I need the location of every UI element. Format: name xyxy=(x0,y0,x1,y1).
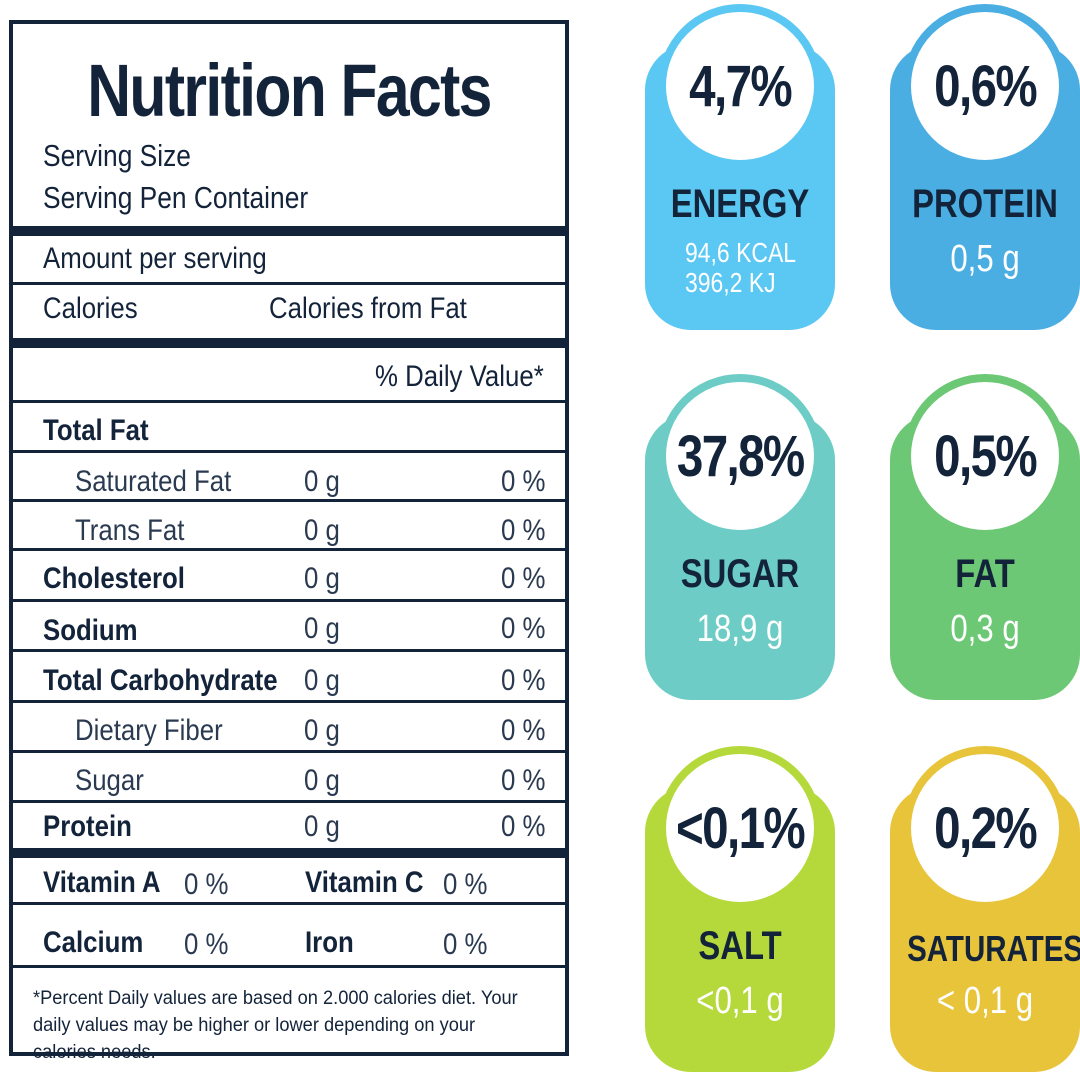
nutrient-amount: 0 g xyxy=(304,810,340,843)
rule xyxy=(13,649,565,652)
energy-card: 4,7% ENERGY 94,6 KCAL 396,2 KJ xyxy=(645,4,835,330)
label-title: Nutrition Facts xyxy=(87,49,492,132)
sugar-value: 18,9 g xyxy=(696,608,784,650)
nutrient-amount: 0 g xyxy=(304,664,340,697)
nutrient-dv: 0 % xyxy=(501,562,546,595)
nutrient-dv: 0 % xyxy=(501,514,546,547)
nutrient-name: Protein xyxy=(43,810,132,843)
energy-percent: 4,7% xyxy=(689,53,792,119)
nutrient-dv: 0 % xyxy=(501,612,546,645)
nutrition-facts-label: Nutrition Facts Serving Size Serving Pen… xyxy=(9,20,569,1063)
amount-per-serving: Amount per serving xyxy=(43,242,267,275)
nutrient-name: Cholesterol xyxy=(43,562,185,595)
nutrient-dv: 0 % xyxy=(501,465,546,498)
footnote: *Percent Daily values are based on 2.000… xyxy=(33,988,518,1063)
saturates-name: SATURATES xyxy=(907,928,1080,969)
rule xyxy=(13,599,565,602)
vitamin-a-value: 0 % xyxy=(184,868,229,901)
salt-name: SALT xyxy=(698,924,782,968)
protein-name: PROTEIN xyxy=(912,182,1058,226)
energy-kcal: 94,6 KCAL xyxy=(685,237,797,268)
rule xyxy=(13,750,565,753)
energy-name: ENERGY xyxy=(670,182,810,226)
nutrient-name: Saturated Fat xyxy=(75,465,232,498)
nutrient-dv: 0 % xyxy=(501,664,546,697)
salt-percent-circle: <0,1% xyxy=(658,746,822,910)
sugar-percent: 37,8% xyxy=(676,423,805,489)
protein-value: 0,5 g xyxy=(950,238,1020,280)
energy-kj: 396,2 KJ xyxy=(685,267,776,298)
nutrient-dv: 0 % xyxy=(501,714,546,747)
nutrient-amount: 0 g xyxy=(304,764,340,797)
saturates-card: 0,2% SATURATES < 0,1 g xyxy=(890,746,1080,1072)
fat-value: 0,3 g xyxy=(950,608,1020,650)
thick-rule xyxy=(13,848,565,858)
protein-percent: 0,6% xyxy=(934,53,1037,119)
calcium-value: 0 % xyxy=(184,928,229,961)
serving-size: Serving Size xyxy=(43,138,191,173)
nutrient-amount: 0 g xyxy=(304,612,340,645)
saturates-percent: 0,2% xyxy=(934,795,1037,861)
nutrient-dv: 0 % xyxy=(501,764,546,797)
rule xyxy=(13,400,565,403)
nutrient-amount: 0 g xyxy=(304,562,340,595)
fat-percent-circle: 0,5% xyxy=(903,374,1067,538)
saturates-value: < 0,1 g xyxy=(936,980,1034,1022)
rule xyxy=(13,282,565,285)
total-fat-label: Total Fat xyxy=(43,414,149,447)
calories-from-fat-label: Calories from Fat xyxy=(269,292,467,325)
sugar-name: SUGAR xyxy=(680,552,800,596)
daily-value-header: % Daily Value* xyxy=(375,360,544,393)
fat-percent: 0,5% xyxy=(934,423,1037,489)
rule xyxy=(13,548,565,551)
calcium-label: Calcium xyxy=(43,926,144,959)
vitamin-c-value: 0 % xyxy=(443,868,488,901)
nutrient-name: Dietary Fiber xyxy=(75,714,223,747)
nutrient-name: Trans Fat xyxy=(75,514,185,547)
energy-percent-circle: 4,7% xyxy=(658,4,822,168)
rule xyxy=(13,902,565,905)
rule xyxy=(13,700,565,703)
sugar-percent-circle: 37,8% xyxy=(658,374,822,538)
thick-rule xyxy=(13,226,565,236)
iron-label: Iron xyxy=(305,926,354,959)
nutrient-name: Sodium xyxy=(43,614,138,647)
iron-value: 0 % xyxy=(443,928,488,961)
nutrient-dv: 0 % xyxy=(501,810,546,843)
fat-name: FAT xyxy=(955,552,1015,596)
nutrient-amount: 0 g xyxy=(304,714,340,747)
thick-rule xyxy=(13,338,565,348)
vitamin-c-label: Vitamin C xyxy=(305,866,424,899)
fat-card: 0,5% FAT 0,3 g xyxy=(890,374,1080,700)
vitamin-a-label: Vitamin A xyxy=(43,866,161,899)
salt-card: <0,1% SALT <0,1 g xyxy=(645,746,835,1072)
saturates-percent-circle: 0,2% xyxy=(903,746,1067,910)
rule xyxy=(13,965,565,968)
rule xyxy=(13,450,565,453)
serving-per-container: Serving Pen Container xyxy=(43,180,309,215)
rule xyxy=(13,499,565,502)
nutrient-name: Sugar xyxy=(75,764,144,797)
protein-percent-circle: 0,6% xyxy=(903,4,1067,168)
salt-value: <0,1 g xyxy=(696,980,784,1022)
rule xyxy=(13,800,565,803)
calories-label: Calories xyxy=(43,292,138,325)
nutrient-amount: 0 g xyxy=(304,514,340,547)
protein-card: 0,6% PROTEIN 0,5 g xyxy=(890,4,1080,330)
salt-percent: <0,1% xyxy=(676,795,806,861)
nutrient-amount: 0 g xyxy=(304,465,340,498)
sugar-card: 37,8% SUGAR 18,9 g xyxy=(645,374,835,700)
nutrient-name: Total Carbohydrate xyxy=(43,664,278,697)
